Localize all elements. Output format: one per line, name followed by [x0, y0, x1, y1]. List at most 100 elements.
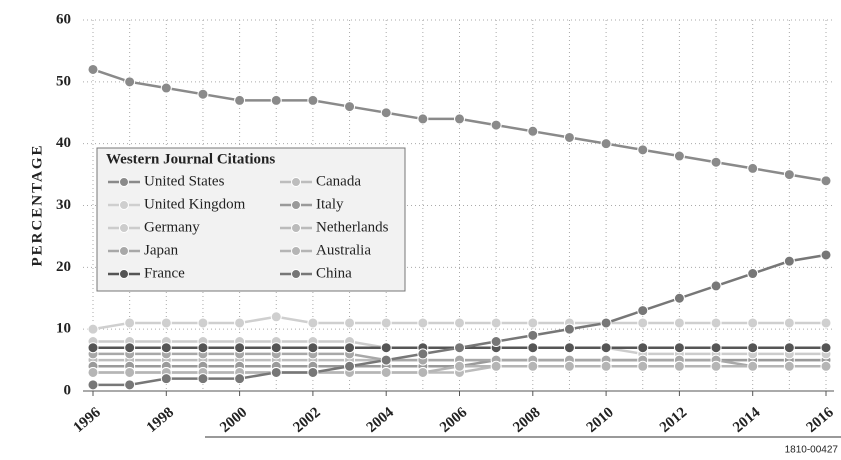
- data-point: [124, 366, 136, 378]
- data-point: [197, 317, 209, 329]
- legend-marker: [291, 223, 301, 233]
- data-point: [527, 329, 539, 341]
- data-point: [563, 360, 575, 372]
- data-point: [87, 63, 99, 75]
- data-point: [600, 342, 612, 354]
- data-point: [710, 360, 722, 372]
- data-point: [307, 366, 319, 378]
- legend-marker: [291, 177, 301, 187]
- data-point: [783, 342, 795, 354]
- legend-label: Netherlands: [316, 219, 389, 235]
- data-point: [673, 150, 685, 162]
- data-point: [490, 360, 502, 372]
- data-point: [234, 342, 246, 354]
- data-point: [747, 317, 759, 329]
- data-point: [600, 317, 612, 329]
- data-point: [563, 323, 575, 335]
- legend: Western Journal Citations United States Ca…: [96, 147, 406, 292]
- data-point: [197, 88, 209, 100]
- data-point: [600, 138, 612, 150]
- data-point: [197, 373, 209, 385]
- data-point: [124, 317, 136, 329]
- data-point: [490, 317, 502, 329]
- legend-label: Germany: [144, 219, 200, 235]
- data-point: [783, 317, 795, 329]
- data-point: [673, 342, 685, 354]
- data-point: [87, 379, 99, 391]
- x-tick-label: 2002: [290, 404, 323, 436]
- data-point: [747, 268, 759, 280]
- x-tick-label: 2006: [437, 404, 471, 436]
- legend-marker: [291, 200, 301, 210]
- x-tick-label: 2008: [510, 404, 543, 436]
- data-point: [783, 360, 795, 372]
- data-point: [747, 162, 759, 174]
- data-point: [527, 360, 539, 372]
- data-point: [600, 360, 612, 372]
- data-point: [673, 292, 685, 304]
- data-point: [160, 342, 172, 354]
- data-point: [563, 131, 575, 143]
- footnote: 1810-00427: [785, 445, 839, 456]
- x-tick-label: 2012: [657, 404, 690, 436]
- data-point: [710, 342, 722, 354]
- data-point: [380, 107, 392, 119]
- legend-label: Japan: [144, 242, 179, 258]
- data-point: [417, 113, 429, 125]
- data-point: [783, 255, 795, 267]
- data-point: [270, 311, 282, 323]
- data-point: [417, 366, 429, 378]
- y-tick-label: 30: [56, 197, 71, 213]
- legend-marker: [119, 223, 129, 233]
- data-point: [307, 94, 319, 106]
- x-tick-label: 1998: [144, 404, 177, 436]
- legend-label: United Kingdom: [144, 196, 246, 212]
- data-point: [710, 280, 722, 292]
- data-point: [234, 317, 246, 329]
- data-point: [124, 379, 136, 391]
- y-axis-label: PERCENTAGE: [29, 143, 45, 266]
- y-tick-label: 0: [64, 382, 72, 398]
- data-point: [124, 76, 136, 88]
- legend-box: [96, 147, 406, 292]
- data-point: [710, 317, 722, 329]
- data-point: [820, 317, 832, 329]
- y-tick-label: 40: [56, 135, 71, 151]
- y-tick-label: 20: [56, 259, 71, 275]
- y-tick-label: 10: [56, 321, 71, 337]
- data-point: [234, 94, 246, 106]
- data-point: [527, 317, 539, 329]
- x-tick-label: 2004: [364, 404, 398, 436]
- data-point: [307, 317, 319, 329]
- data-point: [197, 342, 209, 354]
- x-tick-label: 2014: [730, 404, 764, 436]
- data-point: [87, 366, 99, 378]
- legend-marker: [119, 200, 129, 210]
- legend-marker: [119, 246, 129, 256]
- legend-marker: [119, 177, 129, 187]
- data-point: [417, 317, 429, 329]
- data-point: [87, 323, 99, 335]
- x-tick-label: 2016: [804, 404, 838, 436]
- data-point: [454, 342, 465, 354]
- legend-label: Australia: [316, 242, 371, 258]
- data-point: [747, 360, 759, 372]
- data-point: [820, 342, 832, 354]
- data-point: [380, 354, 392, 366]
- data-point: [380, 342, 392, 354]
- legend-label: Canada: [316, 173, 361, 189]
- data-point: [344, 101, 356, 113]
- data-point: [527, 342, 539, 354]
- data-point: [454, 113, 465, 125]
- data-point: [747, 342, 759, 354]
- data-point: [454, 317, 465, 329]
- data-point: [270, 342, 282, 354]
- data-point: [710, 156, 722, 168]
- y-tick-label: 60: [56, 11, 71, 27]
- data-point: [380, 366, 392, 378]
- data-point: [527, 125, 539, 137]
- data-point: [270, 94, 282, 106]
- data-point: [820, 175, 832, 187]
- x-tick-label: 1996: [71, 404, 105, 436]
